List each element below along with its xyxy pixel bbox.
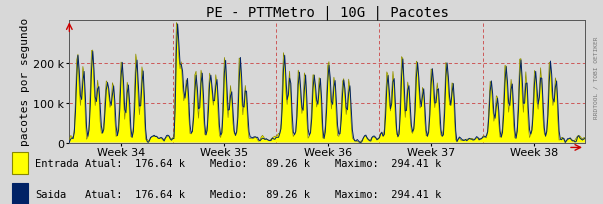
Text: RRDTOOL / TOBI OETIKER: RRDTOOL / TOBI OETIKER — [594, 37, 599, 119]
Text: Entrada: Entrada — [35, 158, 79, 168]
Title: PE - PTTMetro | 10G | Pacotes: PE - PTTMetro | 10G | Pacotes — [206, 5, 449, 20]
FancyBboxPatch shape — [12, 183, 28, 204]
Y-axis label: pacotes por segundo: pacotes por segundo — [20, 18, 30, 145]
FancyBboxPatch shape — [12, 152, 28, 174]
Text: Atual:  176.64 k    Medio:   89.26 k    Maximo:  294.41 k: Atual: 176.64 k Medio: 89.26 k Maximo: 2… — [85, 158, 441, 168]
Text: Saida: Saida — [35, 189, 66, 199]
Text: Atual:  176.64 k    Medio:   89.26 k    Maximo:  294.41 k: Atual: 176.64 k Medio: 89.26 k Maximo: 2… — [85, 189, 441, 199]
